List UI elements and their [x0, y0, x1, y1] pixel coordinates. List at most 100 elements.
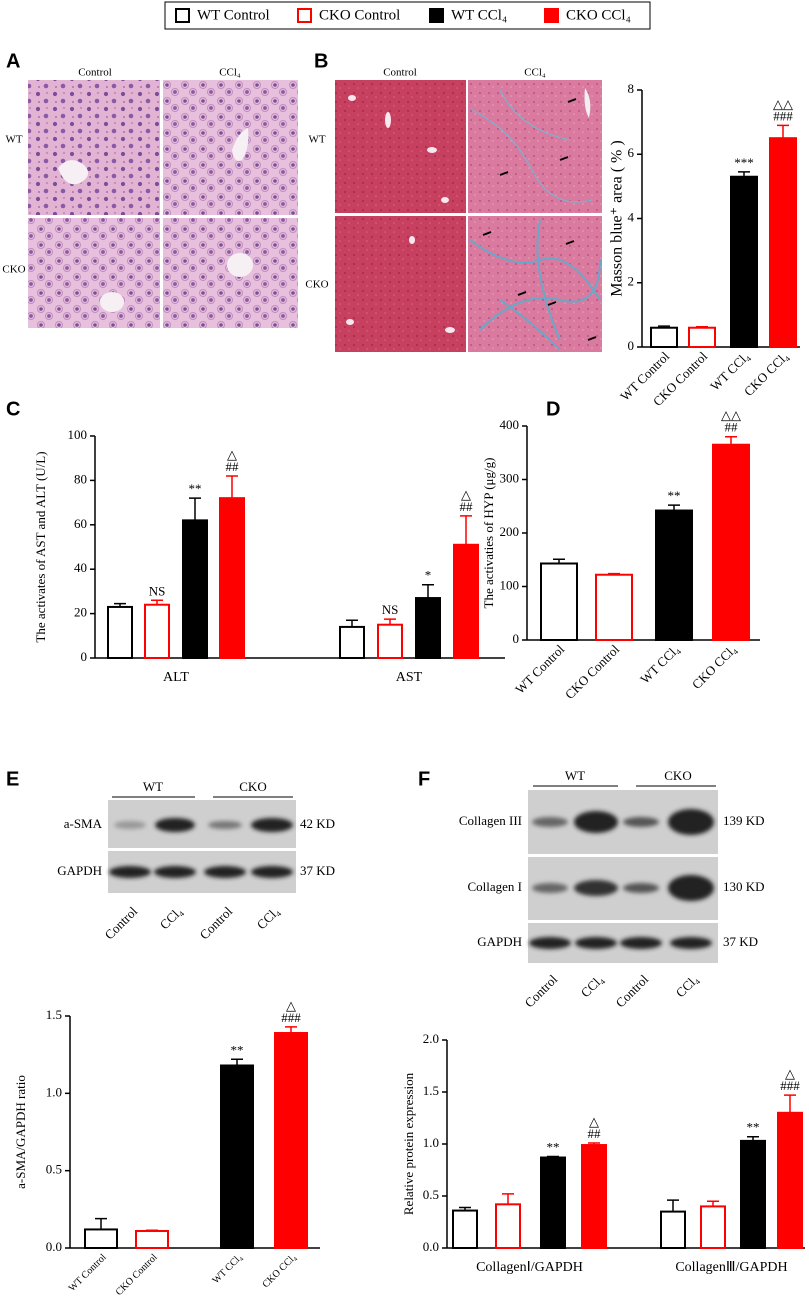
- annotation: △△: [773, 96, 793, 111]
- lane-label: CCl₄: [254, 903, 283, 932]
- bar: [581, 1144, 607, 1250]
- error-bar: [459, 1206, 471, 1211]
- legend-label: WT CCl₄: [451, 7, 507, 23]
- x-tick-label: AST: [396, 670, 423, 685]
- y-axis-label: Masson blue⁺ area ( % ): [609, 140, 626, 296]
- y-tick-label: 40: [74, 560, 87, 575]
- lane-label: CCl₄: [578, 971, 607, 1000]
- y-tick-label: 60: [74, 516, 87, 531]
- y-tick-label: 20: [74, 605, 87, 620]
- legend-box: [164, 1, 651, 30]
- y-tick-label: 1.0: [46, 1084, 62, 1099]
- group-label: CKO: [664, 768, 691, 783]
- protein-label: Collagen I: [467, 879, 522, 894]
- annotation: △: [286, 998, 296, 1013]
- x-tick-label: CKO Control: [562, 641, 623, 702]
- annotation: ##: [588, 1126, 602, 1141]
- bar: [415, 597, 441, 659]
- annotation: ##: [725, 420, 739, 435]
- y-tick-label: 80: [74, 471, 87, 486]
- annotation: ###: [773, 108, 793, 123]
- error-bar: [553, 558, 565, 564]
- bar: [219, 497, 245, 659]
- lane-label: Control: [102, 903, 141, 942]
- annotation: **: [189, 481, 202, 496]
- column-label: CCl₄: [524, 67, 546, 79]
- annotation: △: [227, 447, 237, 462]
- protein-label: a-SMA: [64, 816, 103, 831]
- lane-label: Control: [613, 971, 652, 1010]
- y-tick-label: 200: [500, 524, 520, 539]
- error-bar: [777, 124, 789, 139]
- error-bar: [231, 1058, 243, 1066]
- bar: [769, 137, 797, 348]
- panel-label: B: [314, 50, 328, 72]
- group-label: WT: [565, 768, 585, 783]
- lane-label: Control: [522, 971, 561, 1010]
- bar: [730, 175, 758, 348]
- x-tick-label: CKO CCl₄: [689, 641, 740, 692]
- annotation: **: [668, 488, 681, 503]
- bar: [660, 1210, 686, 1249]
- protein-label: GAPDH: [57, 863, 102, 878]
- error-bar: [95, 1217, 107, 1230]
- row-label: CKO: [305, 279, 328, 291]
- y-tick-label: 0: [81, 649, 88, 664]
- error-bar: [114, 602, 126, 607]
- x-tick-label: CollagenⅠ/GAPDH: [476, 1260, 583, 1275]
- error-bar: [189, 497, 201, 521]
- y-tick-label: 100: [500, 577, 520, 592]
- annotation: ##: [226, 459, 240, 474]
- y-tick-label: 0.5: [423, 1187, 439, 1202]
- error-bar: [707, 1200, 719, 1207]
- histology-a: Control CCl₄ WT CKO: [2, 67, 298, 328]
- annotation: ###: [281, 1010, 301, 1025]
- bar: [182, 519, 208, 659]
- error-bar: [747, 1135, 759, 1141]
- bar: [540, 1156, 566, 1250]
- x-tick-label: CKO CCl₄: [260, 1252, 299, 1291]
- bar: [377, 623, 403, 660]
- bar: [777, 1111, 803, 1250]
- x-tick-label: WT Control: [67, 1252, 109, 1294]
- error-bar: [460, 515, 472, 545]
- y-axis-label: a-SMA/GAPDH ratio: [13, 1075, 28, 1189]
- bar: [495, 1203, 521, 1249]
- error-bar: [146, 1229, 158, 1231]
- row-label: WT: [308, 134, 325, 146]
- bar: [220, 1064, 254, 1249]
- y-tick-label: 2: [628, 274, 635, 289]
- error-bar: [384, 618, 396, 625]
- panel-label: C: [6, 398, 20, 420]
- y-tick-label: 1.0: [423, 1135, 439, 1150]
- bar: [84, 1228, 118, 1249]
- annotation: △: [785, 1066, 795, 1081]
- lane-label: CCl₄: [157, 903, 186, 932]
- bar: [107, 605, 133, 660]
- annotation: **: [547, 1139, 560, 1154]
- y-tick-label: 1.5: [423, 1083, 439, 1098]
- lane-label: CCl₄: [673, 971, 702, 1000]
- column-label: CCl₄: [219, 67, 241, 79]
- panel-label: D: [546, 398, 560, 420]
- error-bar: [346, 619, 358, 627]
- panel-label: A: [6, 50, 20, 72]
- error-bar: [725, 435, 737, 445]
- panel-label: F: [418, 768, 430, 790]
- x-tick-label: WT Control: [512, 641, 567, 696]
- error-bar: [588, 1142, 600, 1146]
- y-axis-label: The activaties of HYP (μg/g): [481, 458, 496, 609]
- group-label: WT: [143, 779, 163, 794]
- error-bar: [784, 1094, 796, 1113]
- annotation: NS: [149, 583, 166, 598]
- protein-label: GAPDH: [477, 934, 522, 949]
- bar: [712, 443, 750, 641]
- y-tick-label: 1.5: [46, 1007, 62, 1022]
- bar: [135, 1229, 169, 1250]
- annotation: **: [231, 1042, 244, 1057]
- y-tick-label: 0.0: [46, 1239, 62, 1254]
- bar: [144, 603, 170, 659]
- blot-e: WT CKO a-SMA GAPDH 42 KD 37 KD Control C…: [57, 779, 335, 942]
- error-bar: [608, 572, 620, 575]
